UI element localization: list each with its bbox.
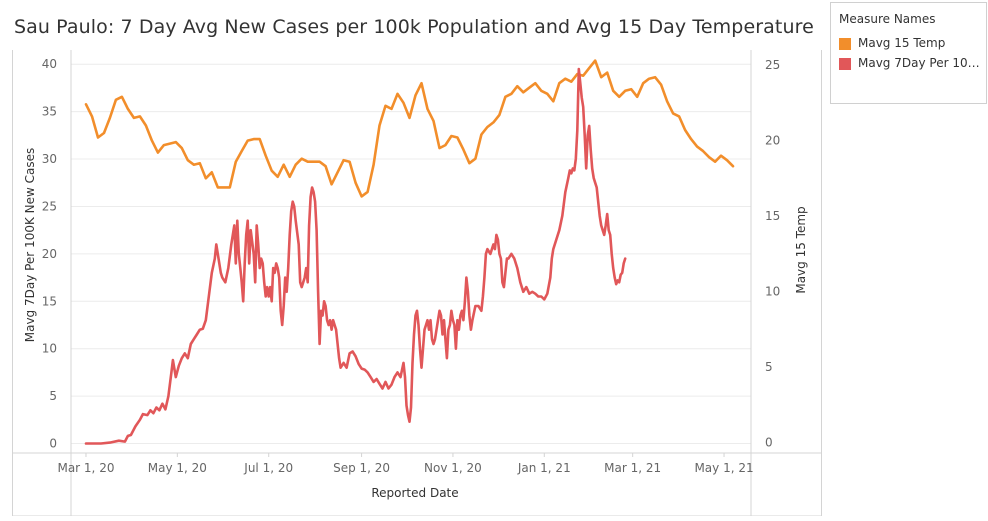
y2-tick-label: 15 <box>765 209 780 223</box>
x-tick-label: Sep 1, 20 <box>333 461 390 475</box>
y-tick-label: 40 <box>42 57 57 71</box>
legend[interactable]: Measure Names Mavg 15 Temp Mavg 7Day Per… <box>830 2 987 104</box>
legend-label-temp: Mavg 15 Temp <box>858 36 946 50</box>
legend-title: Measure Names <box>839 12 936 26</box>
y-tick-label: 30 <box>42 152 57 166</box>
x-tick-label: Mar 1, 21 <box>604 461 661 475</box>
legend-item-cases[interactable]: Mavg 7Day Per 100K New Cases <box>836 55 984 73</box>
y2-tick-label: 25 <box>765 58 780 72</box>
chart-frame: 0 5 10 15 20 25 30 35 40 0 5 10 15 20 25 Mar 1, 20 May 1… <box>12 50 822 516</box>
series-line-cases[interactable] <box>84 67 627 445</box>
y-tick-label: 25 <box>42 199 57 213</box>
legend-label-cases: Mavg 7Day Per 100K New Cases <box>858 56 982 70</box>
y-tick-label: 5 <box>49 389 57 403</box>
y-tick-label: 15 <box>42 294 57 308</box>
y2-tick-label: 0 <box>765 435 773 449</box>
page-title: Sau Paulo: 7 Day Avg New Cases per 100k … <box>14 16 814 38</box>
legend-swatch-temp <box>839 38 851 50</box>
x-tick-label: Jan 1, 21 <box>517 461 571 475</box>
series-line-temp[interactable] <box>84 59 735 198</box>
y2-tick-label: 5 <box>765 360 773 374</box>
y-tick-label: 0 <box>49 437 57 451</box>
x-tick-label: Mar 1, 20 <box>57 461 114 475</box>
y2-tick-label: 10 <box>765 284 780 298</box>
dual-axis-line-chart[interactable]: 0 5 10 15 20 25 30 35 40 0 5 10 15 20 25 Mar 1, 20 May 1… <box>13 50 821 516</box>
gridlines <box>71 63 751 445</box>
y-tick-label: 35 <box>42 105 57 119</box>
y-tick-label: 10 <box>42 342 57 356</box>
x-axis-title: Reported Date <box>371 486 458 500</box>
y-tick-label: 20 <box>42 247 57 261</box>
y-axis-title: Mavg 7Day Per 100K New Cases <box>23 148 37 343</box>
y2-tick-label: 20 <box>765 134 780 148</box>
x-tick-label: Nov 1, 20 <box>424 461 482 475</box>
x-tick-label: Jul 1, 20 <box>243 461 293 475</box>
axes: 0 5 10 15 20 25 30 35 40 0 5 10 15 20 25 Mar 1, 20 May 1… <box>13 50 821 516</box>
x-tick-label: May 1, 20 <box>148 461 207 475</box>
series-lines[interactable] <box>84 59 735 445</box>
x-tick-label: May 1, 21 <box>694 461 753 475</box>
legend-swatch-cases <box>839 58 851 70</box>
y2-axis-title: Mavg 15 Temp <box>794 206 808 293</box>
legend-item-temp[interactable]: Mavg 15 Temp <box>836 35 984 53</box>
